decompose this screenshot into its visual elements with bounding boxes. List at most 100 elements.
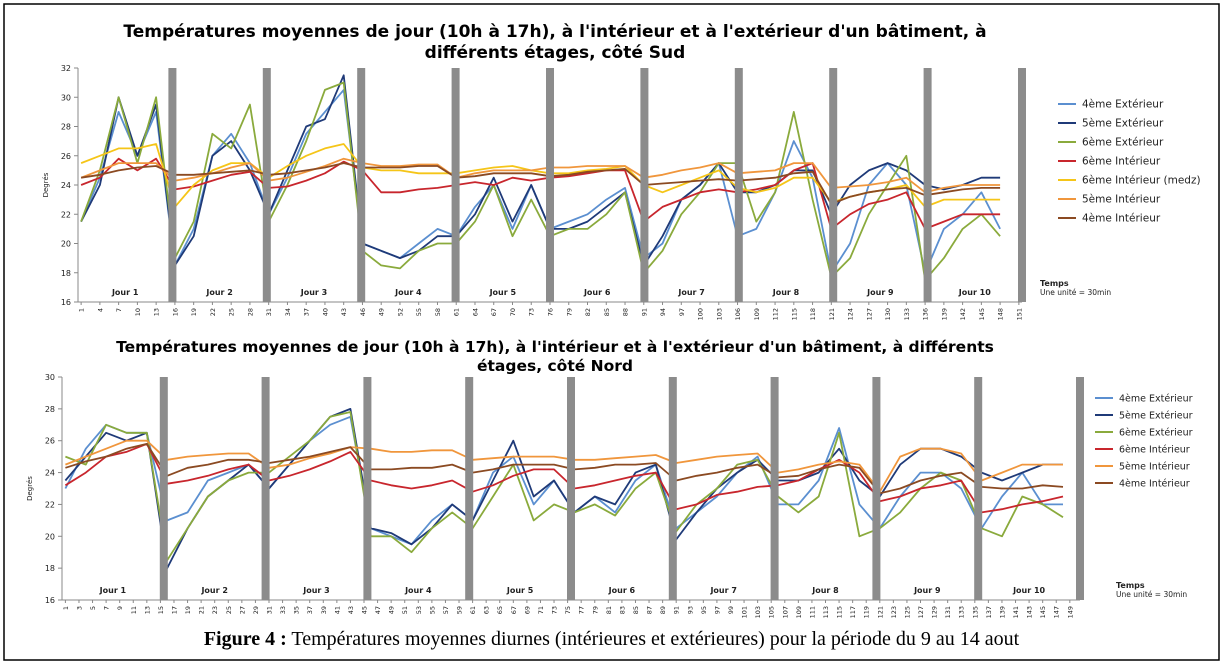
x-axis-note: Une unité = 30min	[1116, 590, 1187, 599]
x-tick-label: 136	[922, 308, 930, 320]
x-tick-label: 11	[130, 606, 138, 614]
x-tick-label: 148	[997, 308, 1005, 320]
series-line	[65, 443, 1064, 495]
x-tick-label: 51	[401, 606, 409, 614]
series-line	[65, 411, 1064, 562]
x-tick-label: 70	[509, 308, 517, 316]
x-tick-label: 46	[359, 308, 367, 316]
x-tick-label: 105	[768, 606, 776, 618]
day-label: Jour 2	[200, 586, 227, 595]
day-separator	[829, 68, 838, 302]
day-label: Jour 1	[111, 288, 139, 297]
x-tick-label: 127	[865, 308, 873, 320]
x-tick-label: 1	[78, 308, 86, 312]
day-separator	[451, 68, 460, 302]
x-tick-label: 118	[809, 308, 817, 320]
series-line	[64, 415, 1063, 546]
x-tick-label: 129	[931, 606, 939, 618]
x-tick-label: 75	[564, 606, 572, 614]
legend-label: 4ème Extérieur	[1119, 394, 1193, 405]
x-axis-note: Une unité = 30min	[1040, 288, 1111, 297]
x-tick-label: 73	[528, 308, 536, 316]
x-tick-label: 79	[565, 308, 573, 316]
series-line	[80, 74, 1001, 267]
x-tick-label: 43	[347, 606, 355, 614]
x-tick-label: 55	[415, 308, 423, 316]
x-tick-label: 31	[265, 308, 273, 316]
x-tick-label: 139	[998, 606, 1006, 618]
x-tick-label: 87	[646, 606, 654, 614]
x-tick-label: 107	[781, 606, 789, 618]
x-tick-label: 37	[306, 606, 314, 614]
x-tick-label: 135	[971, 606, 979, 618]
x-tick-label: 85	[632, 606, 640, 614]
x-tick-label: 13	[143, 606, 151, 614]
day-label: Jour 5	[489, 288, 517, 297]
x-tick-label: 100	[697, 308, 705, 320]
x-tick-label: 76	[547, 308, 555, 316]
day-label: Jour 9	[913, 586, 941, 595]
x-tick-label: 91	[673, 606, 681, 614]
y-tick-label: 24	[61, 181, 71, 190]
x-tick-label: 33	[279, 606, 287, 614]
x-tick-label: 67	[510, 606, 518, 614]
x-tick-label: 139	[940, 308, 948, 320]
x-tick-label: 81	[605, 606, 613, 614]
legend-label: 6ème Intérieur	[1119, 445, 1190, 456]
series-line	[80, 157, 1001, 230]
x-tick-label: 13	[153, 308, 161, 316]
x-tick-label: 47	[374, 606, 382, 614]
x-tick-label: 57	[442, 606, 450, 614]
series-line	[80, 81, 1001, 281]
chart-title: Températures moyennes de jour (10h à 17h…	[116, 338, 994, 376]
day-label: Jour 3	[300, 288, 327, 297]
day-separator	[640, 68, 649, 302]
x-tick-label: 22	[209, 308, 217, 316]
x-tick-label: 19	[190, 308, 198, 316]
day-separator	[923, 68, 932, 302]
y-tick-label: 22	[61, 210, 71, 219]
x-tick-label: 23	[211, 606, 219, 614]
x-tick-label: 1	[62, 606, 70, 610]
x-tick-label: 109	[795, 606, 803, 618]
day-label: Jour 4	[394, 288, 422, 297]
x-tick-label: 34	[284, 308, 292, 316]
day-separator	[465, 377, 474, 600]
legend-label: 5ème Intérieur	[1119, 462, 1190, 473]
y-tick-label: 28	[61, 123, 71, 132]
x-tick-label: 125	[903, 606, 911, 618]
legend-label: 4ème Intérieur	[1082, 213, 1161, 225]
x-tick-label: 91	[640, 308, 648, 316]
x-tick-label: 55	[428, 606, 436, 614]
x-tick-label: 71	[537, 606, 545, 614]
x-tick-label: 151	[1015, 308, 1023, 320]
y-tick-label: 16	[61, 298, 71, 307]
x-tick-label: 31	[265, 606, 273, 614]
x-tick-label: 10	[134, 308, 142, 316]
day-separator	[974, 377, 983, 600]
x-tick-label: 28	[246, 308, 254, 316]
x-tick-label: 58	[434, 308, 442, 316]
x-tick-label: 61	[469, 606, 477, 614]
day-separator	[1076, 377, 1084, 600]
legend-label: 5ème Extérieur	[1119, 411, 1193, 422]
x-tick-label: 73	[551, 606, 559, 614]
x-tick-label: 64	[471, 308, 479, 316]
day-separator	[668, 377, 677, 600]
x-tick-label: 5	[89, 606, 97, 610]
x-tick-label: 89	[659, 606, 667, 614]
day-separator	[261, 377, 270, 600]
x-tick-label: 88	[622, 308, 630, 316]
x-tick-label: 85	[603, 308, 611, 316]
x-tick-label: 147	[1053, 606, 1061, 618]
x-tick-label: 39	[320, 606, 328, 614]
series-line	[80, 157, 1001, 194]
x-tick-label: 127	[917, 606, 925, 618]
day-label: Jour 10	[958, 288, 991, 297]
x-tick-label: 97	[713, 606, 721, 614]
day-separator	[546, 68, 554, 302]
day-separator	[770, 377, 779, 600]
day-separator	[168, 68, 177, 302]
